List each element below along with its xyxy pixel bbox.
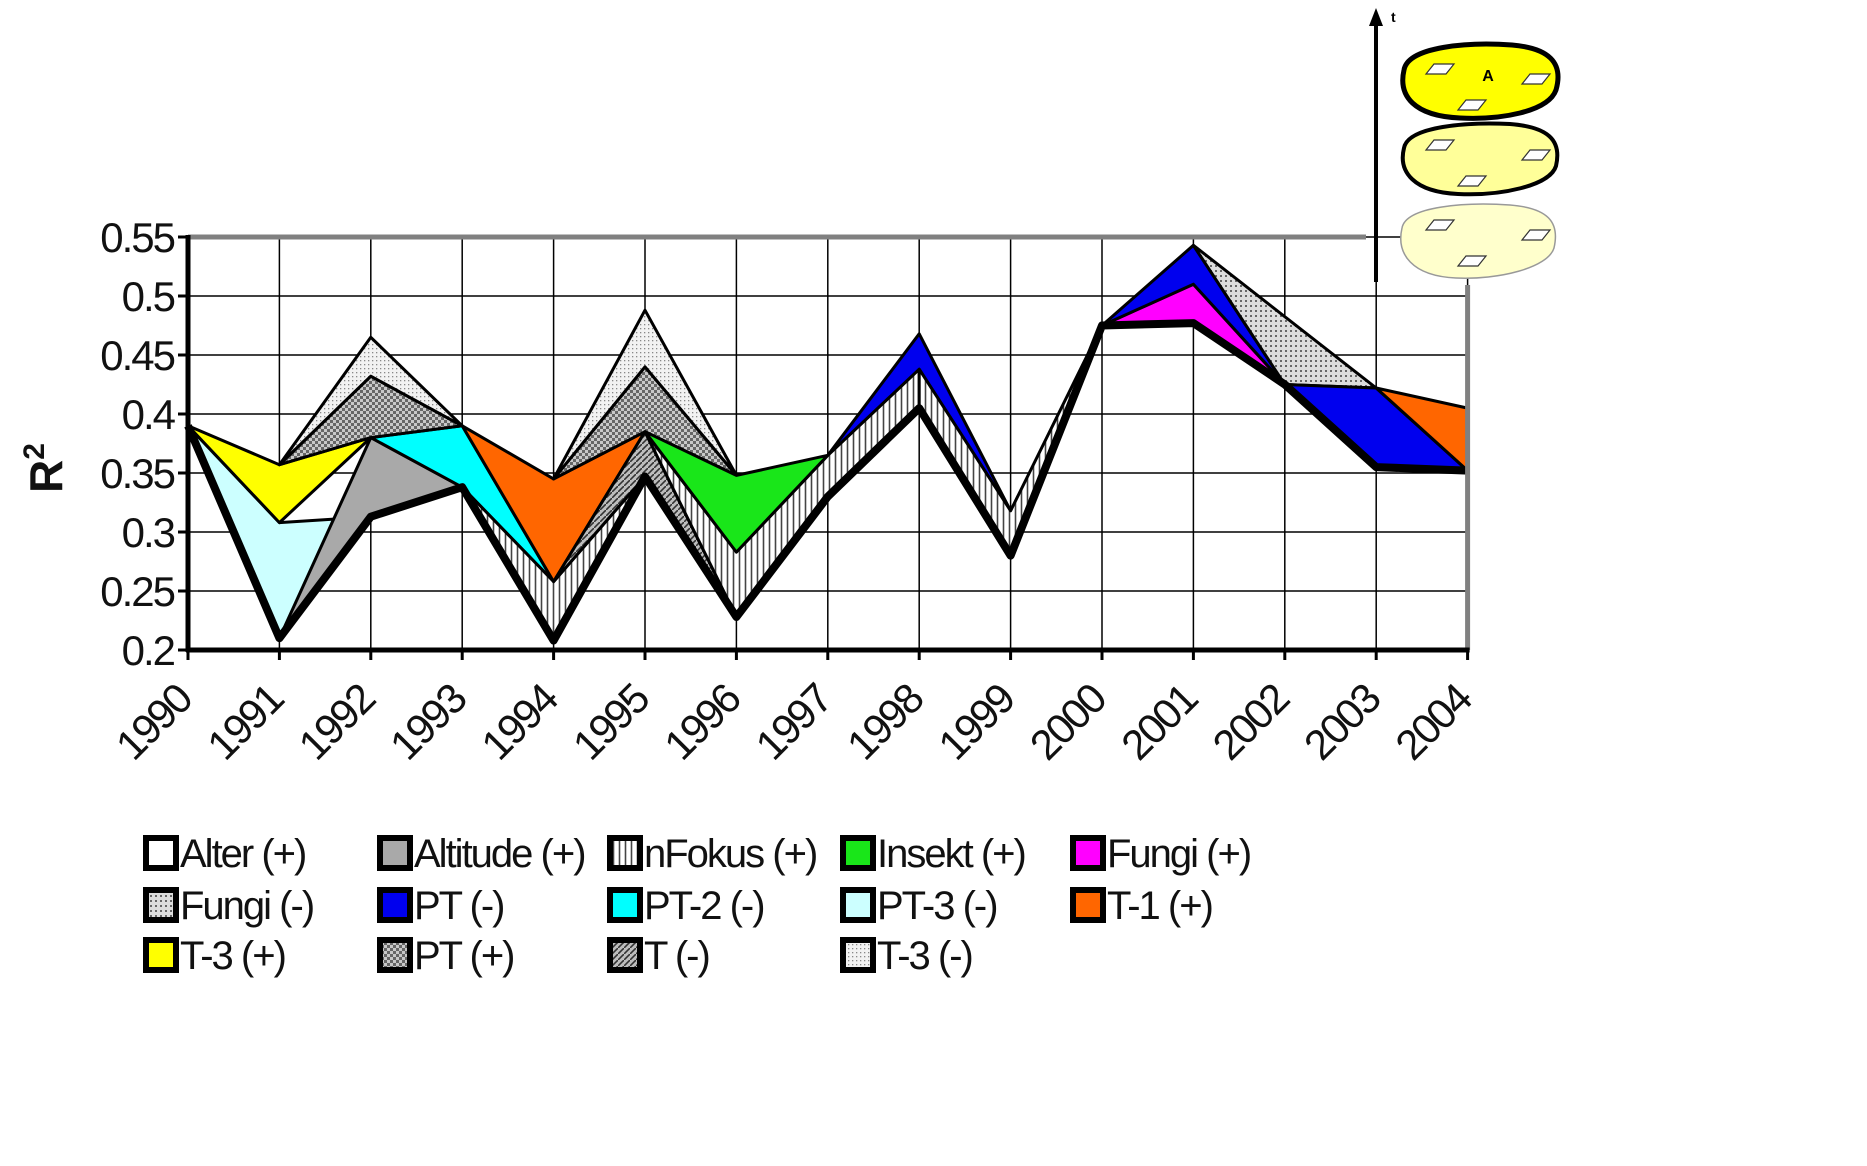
- legend-label: T-3 (-): [877, 934, 972, 978]
- legend-swatch: [143, 835, 179, 871]
- x-tick-labels: 1990199119921993199419951996199719981999…: [107, 674, 1481, 769]
- y-tick-label: 0.2: [122, 627, 175, 674]
- legend-swatch: [377, 937, 413, 973]
- x-tick-label: 1990: [107, 675, 201, 769]
- inset-plot-marker: [1520, 73, 1552, 85]
- x-tick-label: 1996: [655, 675, 749, 769]
- inset-diagram: t A: [1369, 8, 1561, 282]
- legend-label: PT-3 (-): [877, 884, 997, 928]
- x-tick-label: 2003: [1295, 675, 1389, 769]
- inset-plot-marker: [1520, 149, 1552, 161]
- inset-ellipse: [1400, 203, 1557, 279]
- base-series-line: [184, 319, 1468, 645]
- x-tick-label: 1993: [381, 675, 475, 769]
- y-tick-label: 0.3: [122, 509, 175, 556]
- y-tick-labels: 0.55 0.5 0.45 0.4 0.35 0.3 0.25 0.2: [100, 214, 177, 674]
- legend-label: T-3 (+): [180, 934, 285, 978]
- y-axis-label: R2: [18, 443, 72, 493]
- y-tick-label: 0.5: [122, 273, 175, 320]
- inset-plot-marker: [1456, 175, 1488, 187]
- legend-swatch: [840, 937, 876, 973]
- legend-swatch: [1070, 887, 1106, 923]
- x-tick-label: 1997: [747, 675, 841, 769]
- inset-plot-marker: [1456, 255, 1488, 267]
- y-tick-label: 0.25: [100, 568, 174, 615]
- legend-label: Altitude (+): [414, 832, 585, 876]
- x-tick-label: 1992: [290, 675, 384, 769]
- legend-swatch: [1070, 835, 1106, 871]
- time-axis-label: t: [1391, 9, 1396, 25]
- inset-plot-marker: [1424, 219, 1456, 231]
- y-tick-label: 0.55: [100, 214, 174, 261]
- legend-label: Insekt (+): [877, 832, 1025, 876]
- area-layers: [184, 243, 1470, 645]
- legend-label: T (-): [644, 934, 709, 978]
- legend-swatch: [377, 887, 413, 923]
- y-tick-label: 0.35: [100, 450, 174, 497]
- x-tick-label: 1994: [472, 674, 567, 769]
- inset-ellipse-label: A: [1482, 68, 1494, 85]
- axes: [178, 234, 1471, 660]
- y-tick-label: 0.45: [100, 332, 174, 379]
- x-tick-label: 2002: [1204, 675, 1298, 769]
- y-tick-label: 0.4: [122, 391, 176, 438]
- legend-swatch: [143, 937, 179, 973]
- legend-label: Alter (+): [180, 832, 305, 876]
- x-tick-label: 2004: [1386, 674, 1481, 769]
- x-tick-label: 1991: [198, 675, 292, 769]
- legend-label: Fungi (-): [180, 884, 313, 928]
- x-tick-label: 2001: [1112, 675, 1206, 769]
- x-tick-label: 1998: [838, 675, 932, 769]
- legend-swatch: [607, 835, 643, 871]
- inset-plot-marker: [1424, 139, 1456, 151]
- legend-swatch: [607, 937, 643, 973]
- legend-swatch: [143, 887, 179, 923]
- legend-label: PT (+): [414, 934, 514, 978]
- legend-swatch: [840, 835, 876, 871]
- legend-label: T-1 (+): [1107, 884, 1212, 928]
- legend-swatch: [607, 887, 643, 923]
- legend-label: nFokus (+): [644, 832, 816, 876]
- legend: Alter (+) Altitude (+) nFokus (+) Insekt (+…: [143, 832, 1252, 978]
- inset-ellipse: [1400, 41, 1561, 121]
- x-tick-label: 2000: [1021, 675, 1115, 769]
- legend-label: PT-2 (-): [644, 884, 764, 928]
- x-tick-label: 1999: [929, 675, 1023, 769]
- legend-swatch: [377, 835, 413, 871]
- legend-swatch: [840, 887, 876, 923]
- legend-label: PT (-): [414, 884, 503, 928]
- time-arrow-head: [1369, 8, 1383, 26]
- inset-plot-marker: [1456, 99, 1488, 111]
- x-tick-label: 1995: [564, 675, 658, 769]
- legend-label: Fungi (+): [1107, 832, 1250, 876]
- inset-plot-marker: [1520, 229, 1552, 241]
- inset-plot-marker: [1424, 63, 1456, 75]
